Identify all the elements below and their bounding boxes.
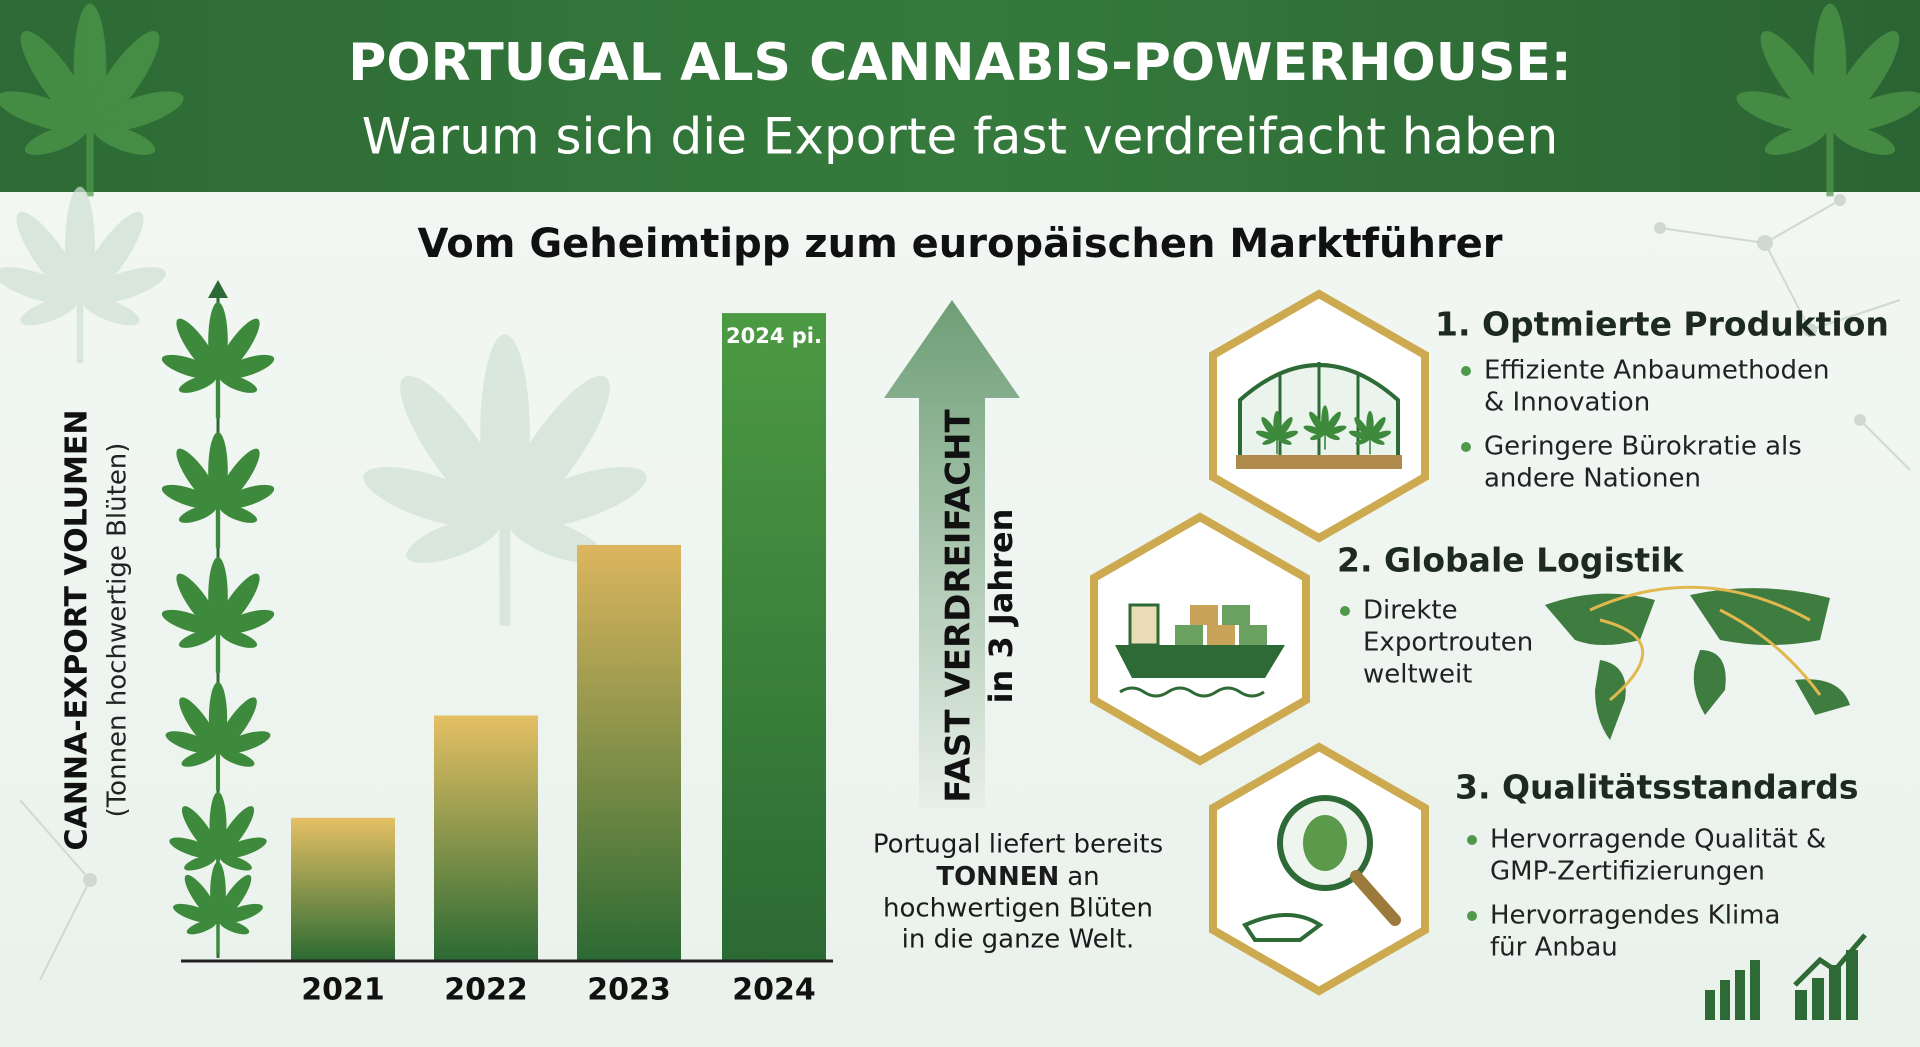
bar [434,715,538,961]
growth-label: FAST VERDREIFACHT [939,408,979,802]
bar [291,817,395,961]
bar [577,544,681,961]
factor-bullet: & Innovation [1484,388,1650,418]
x-tick-label: 2021 [301,973,385,1008]
note-line: hochwertigen Blüten [883,894,1153,924]
bar-annotation: 2024 pi. [726,324,822,348]
factor-bullet: Hervorragende Qualität & [1490,825,1826,855]
factor-bullet: GMP-Zertifizierungen [1490,857,1765,887]
factor-bullet: Hervorragendes Klima [1490,901,1780,931]
x-tick-label: 2024 [732,973,816,1008]
y-axis-label: CANNA-EXPORT VOLUMEN [60,410,95,851]
section-title: Vom Geheimtipp zum europäischen Marktfüh… [417,221,1502,267]
factor-bullet: weltweit [1363,660,1472,690]
factor-bullet: für Anbau [1490,933,1618,963]
x-tick-label: 2023 [587,973,671,1008]
header-band [0,0,1920,192]
factor-title: 2. Globale Logistik [1337,541,1684,580]
network-decoration [19,194,1911,981]
note-line: in die ganze Welt. [902,925,1135,955]
note-line: TONNEN an [936,862,1099,892]
bar [722,313,826,962]
bullet-dot [1467,835,1477,845]
trend-icons [1705,933,1867,1020]
x-tick-label: 2022 [444,973,528,1008]
factor-title: 1. Optmierte Produktion [1435,305,1889,344]
header-subtitle: Warum sich die Exporte fast verdreifacht… [362,108,1558,166]
growth-arrow [884,300,1020,808]
note-text: an [1067,862,1099,892]
factor-bullet: Geringere Bürokratie als [1484,432,1802,462]
note-emphasis: TONNEN [936,862,1059,892]
hexagon-production [1209,289,1429,543]
bullet-dot [1467,911,1477,921]
world-map [1545,585,1850,740]
note: Portugal liefert bereits TONNEN an hochwe… [873,830,1163,955]
note-line: Portugal liefert bereits [873,830,1163,860]
leaf-stalk [159,280,277,958]
factors: 1. Optmierte Produktion Effiziente Anbaum… [1337,305,1889,963]
bullet-dot [1461,442,1471,452]
bar-chart: 2021 2022 2023 2024 2024 pi. [181,313,833,1008]
bullet-dot [1340,606,1350,616]
factor-bullet: Effiziente Anbaumethoden [1484,356,1829,386]
factor-bullet: Exportrouten [1363,628,1533,658]
hexagon-logistics [1090,512,1310,766]
factor-title: 3. Qualitätsstandards [1455,768,1859,807]
header-title: PORTUGAL ALS CANNABIS-POWERHOUSE: [348,33,1571,93]
bullet-dot [1461,366,1471,376]
y-axis-sublabel: (Tonnen hochwertige Blüten) [103,443,133,818]
factor-bullet: Direkte [1363,596,1458,626]
factor-bullet: andere Nationen [1484,464,1701,494]
hexagon-quality [1209,742,1429,996]
growth-sublabel: in 3 Jahren [982,509,1020,704]
